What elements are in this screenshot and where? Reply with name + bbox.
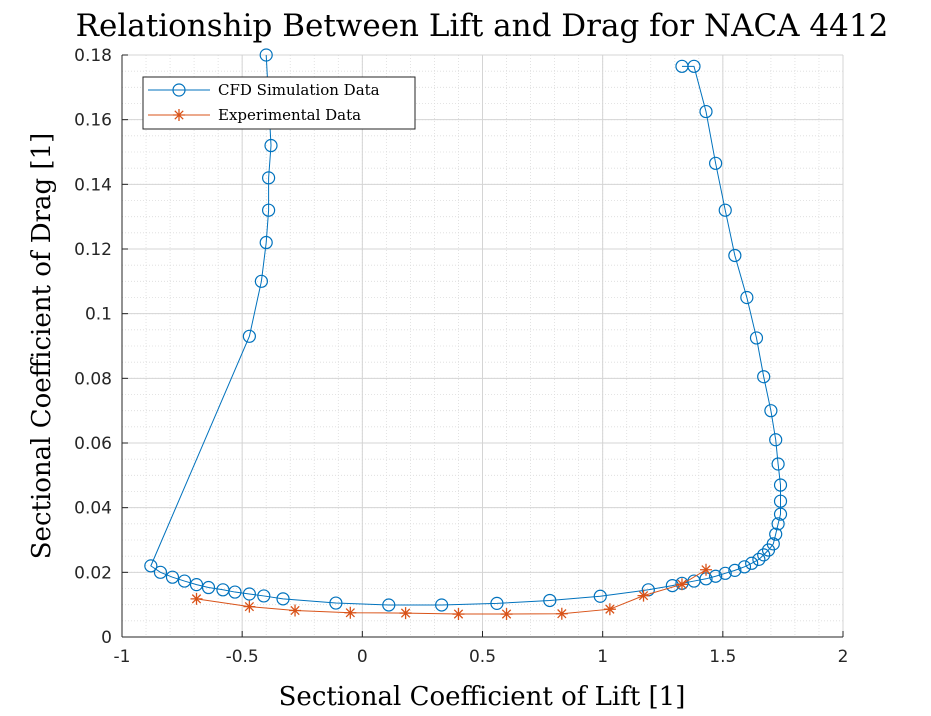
x-tick-label: 2 — [838, 647, 849, 667]
x-tick-label: 0.5 — [469, 647, 496, 667]
data-point — [700, 563, 713, 576]
x-tick-labels: -1 -0.5 0 0.5 1 1.5 2 — [114, 631, 849, 667]
y-tick-label: 0.14 — [74, 175, 112, 195]
data-point — [745, 556, 759, 570]
series-1 — [190, 563, 713, 621]
data-point — [259, 235, 273, 250]
data-point — [593, 589, 607, 603]
chart-title: Relationship Between Lift and Drag for N… — [76, 8, 889, 44]
data-point — [177, 574, 192, 588]
data-point — [500, 608, 513, 621]
data-point — [699, 104, 713, 119]
x-axis-label: Sectional Coefficient of Lift [1] — [279, 682, 686, 712]
series-line — [196, 569, 707, 615]
data-point — [254, 274, 268, 288]
data-point — [452, 608, 465, 621]
y-tick-label: 0.1 — [85, 305, 112, 325]
data-point — [190, 592, 203, 605]
data-point — [264, 138, 278, 153]
data-point — [752, 552, 766, 567]
data-point — [153, 565, 168, 579]
y-tick-label: 0.12 — [74, 240, 112, 260]
x-tick-label: -1 — [114, 647, 131, 667]
y-tick-label: 0 — [101, 628, 112, 648]
data-point — [769, 527, 783, 541]
series-line — [150, 54, 782, 606]
legend-box — [142, 76, 416, 130]
y-axis-label: Sectional Coefficient of Drag [1] — [27, 133, 57, 560]
data-point — [675, 59, 689, 73]
data-point — [399, 607, 412, 620]
y-tick-label: 0.02 — [74, 563, 112, 583]
data-point — [718, 203, 732, 217]
data-point — [289, 604, 302, 617]
data-point — [242, 329, 256, 343]
data-point — [555, 607, 568, 620]
data-point — [728, 563, 742, 577]
data-point — [382, 598, 396, 612]
data-point — [172, 83, 186, 97]
legend-entry: Experimental Data — [148, 106, 361, 124]
data-point — [709, 156, 723, 170]
series-0 — [144, 48, 788, 612]
data-point — [543, 593, 557, 608]
data-point — [173, 109, 185, 121]
data-point — [718, 566, 732, 580]
data-point — [773, 478, 788, 492]
data-point — [262, 171, 276, 185]
data-point — [766, 537, 780, 551]
data-point — [603, 603, 616, 616]
data-point — [637, 589, 650, 602]
x-tick-label: -0.5 — [226, 647, 259, 667]
y-tick-label: 0.08 — [74, 369, 112, 389]
data-point — [276, 592, 290, 606]
data-point — [728, 248, 742, 263]
y-tick-label: 0.04 — [74, 499, 112, 519]
data-point — [737, 560, 752, 574]
data-point — [189, 578, 204, 592]
x-tick-label: 1 — [597, 647, 608, 667]
data-point — [740, 290, 754, 305]
data-point — [165, 570, 180, 584]
legend-label: CFD Simulation Data — [218, 81, 380, 99]
y-tick-label: 0.18 — [74, 46, 112, 66]
data-point — [490, 596, 504, 610]
data-point — [771, 517, 785, 531]
data-point — [709, 569, 723, 583]
data-point — [773, 507, 788, 521]
x-tick-label: 1.5 — [709, 647, 736, 667]
data-point — [329, 596, 343, 610]
data-point — [675, 578, 688, 591]
data-point — [243, 600, 256, 613]
y-tick-label: 0.06 — [74, 434, 112, 454]
data-point — [257, 589, 271, 603]
data-point — [344, 606, 357, 619]
y-tick-label: 0.16 — [74, 111, 112, 131]
legend: CFD Simulation Data Experimental Data — [142, 76, 416, 130]
data-point — [769, 433, 783, 447]
data-point — [764, 404, 778, 418]
legend-label: Experimental Data — [218, 106, 361, 124]
legend-entry: CFD Simulation Data — [148, 81, 380, 99]
data-point — [749, 331, 764, 345]
data-point — [201, 580, 216, 595]
data-point — [144, 559, 158, 573]
data-point — [262, 203, 276, 217]
x-tick-label: 0 — [357, 647, 368, 667]
data-point — [771, 457, 785, 471]
data-point — [435, 598, 449, 612]
data-point — [259, 48, 273, 62]
data-point — [228, 585, 242, 599]
y-tick-labels: 0 0.02 0.04 0.06 0.08 0.1 0.12 0.14 0.16 0.18 — [74, 46, 128, 648]
data-point — [773, 494, 788, 508]
data-point — [757, 370, 771, 384]
data-point — [242, 587, 256, 601]
data-point — [757, 548, 771, 562]
series-layer — [144, 48, 788, 621]
